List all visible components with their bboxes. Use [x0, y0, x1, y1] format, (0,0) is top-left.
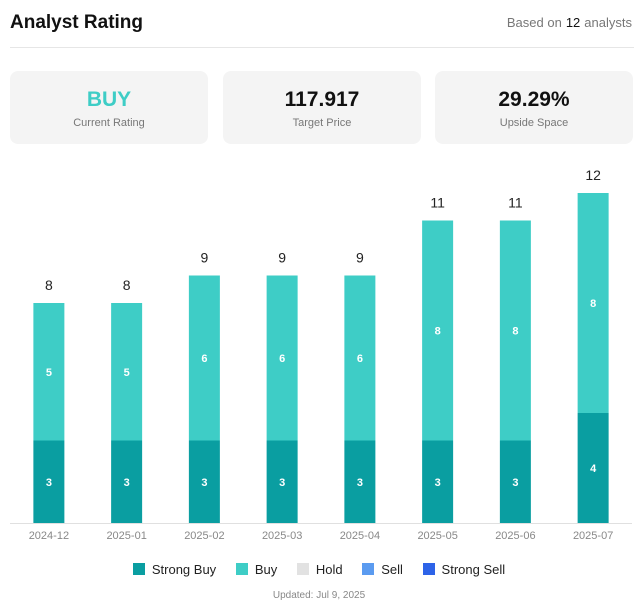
target-price-card: 117.917 Target Price [223, 71, 421, 144]
segment-value-label: 3 [46, 477, 52, 489]
analyst-rating-chart: 3 5 8 2024-12 3 5 8 2025-01 3 6 9 2025-02 3 6 9 2025-03… [10, 167, 632, 542]
bar-strong-buy [111, 440, 143, 523]
bar-strong-buy [499, 440, 531, 523]
legend-label: Buy [254, 562, 278, 577]
legend-label: Strong Buy [151, 562, 217, 577]
legend-strong-sell[interactable]: Strong Sell [422, 562, 506, 577]
bar-buy [266, 275, 298, 441]
based-prefix: Based on [506, 15, 562, 30]
x-tick-label: 2024-12 [29, 530, 69, 542]
legend-label: Strong Sell [441, 562, 506, 577]
segment-value-label: 6 [357, 353, 363, 365]
x-tick-label: 2025-07 [573, 530, 613, 542]
bar-buy [33, 303, 65, 441]
x-tick-label: 2025-03 [262, 530, 302, 542]
target-price-value: 117.917 [284, 88, 360, 111]
x-tick-label: 2025-05 [417, 530, 457, 542]
header: Analyst Rating Based on 12 analysts [10, 0, 634, 48]
segment-value-label: 3 [201, 477, 207, 489]
segment-value-label: 3 [124, 477, 130, 489]
upside-space-label: Upside Space [499, 117, 569, 129]
legend-strong-buy[interactable]: Strong Buy [132, 562, 217, 577]
legend-swatch [296, 563, 309, 575]
segment-value-label: 5 [124, 367, 130, 379]
bar-buy [577, 193, 609, 413]
bar-buy [344, 275, 376, 441]
upside-space-card: 29.29% Upside Space [435, 71, 633, 144]
updated-timestamp: Updated: Jul 9, 2025 [272, 590, 366, 601]
segment-value-label: 3 [435, 477, 441, 489]
segment-value-label: 5 [46, 367, 52, 379]
legend-label: Hold [315, 562, 343, 577]
current-rating-value: BUY [86, 88, 132, 111]
segment-value-label: 3 [512, 477, 518, 489]
page-title: Analyst Rating [10, 12, 144, 33]
segment-value-label: 3 [357, 477, 363, 489]
bar-total-label: 9 [278, 250, 286, 266]
bar-total-label: 11 [430, 195, 445, 211]
bar-strong-buy [33, 440, 65, 523]
segment-value-label: 8 [512, 326, 518, 338]
bar-total-label: 9 [200, 250, 208, 266]
segment-value-label: 3 [279, 477, 285, 489]
legend-sell[interactable]: Sell [362, 562, 403, 577]
bar-total-label: 11 [508, 195, 523, 211]
bar-total-label: 9 [356, 250, 364, 266]
bar-buy [188, 275, 220, 441]
x-tick-label: 2025-01 [106, 530, 146, 542]
current-rating-label: Current Rating [73, 117, 145, 129]
bar-strong-buy [266, 440, 298, 523]
current-rating-card: BUY Current Rating [10, 71, 208, 144]
bar-buy [111, 303, 143, 441]
x-tick-label: 2025-06 [495, 530, 535, 542]
chart-legend: Strong Buy Buy Hold Sell Strong Sell [0, 562, 638, 577]
legend-swatch [235, 563, 248, 575]
legend-swatch [362, 563, 375, 575]
bar-total-label: 8 [45, 277, 53, 293]
analyst-count-note: Based on 12 analysts [507, 15, 632, 30]
analyst-count: 12 [565, 15, 581, 30]
bar-total-label: 8 [123, 277, 131, 293]
bar-strong-buy [422, 440, 454, 523]
x-tick-label: 2025-04 [340, 530, 380, 542]
bar-total-label: 12 [585, 167, 601, 183]
segment-value-label: 4 [590, 463, 597, 475]
segment-value-label: 6 [279, 353, 285, 365]
x-tick-label: 2025-02 [184, 530, 224, 542]
legend-hold[interactable]: Hold [296, 562, 343, 577]
legend-swatch [422, 563, 435, 575]
segment-value-label: 8 [590, 298, 596, 310]
upside-space-value: 29.29% [498, 88, 570, 111]
legend-swatch [132, 563, 145, 575]
bar-strong-buy [344, 440, 376, 523]
legend-label: Sell [381, 562, 403, 577]
bar-strong-buy [188, 440, 220, 523]
bar-buy [422, 220, 454, 441]
segment-value-label: 6 [201, 353, 207, 365]
segment-value-label: 8 [435, 326, 441, 338]
target-price-label: Target Price [292, 117, 352, 129]
bar-strong-buy [577, 413, 609, 523]
bar-buy [499, 220, 531, 441]
based-suffix: analysts [584, 15, 632, 30]
legend-buy[interactable]: Buy [235, 562, 278, 577]
